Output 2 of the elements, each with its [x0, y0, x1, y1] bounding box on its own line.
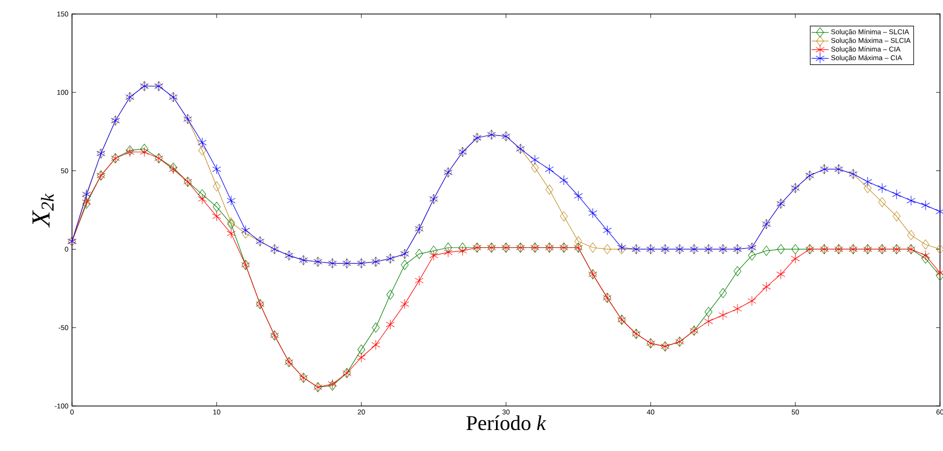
x-axis-title: Período k [466, 415, 546, 430]
y-axis-title: X$_{2k}$ [32, 193, 54, 228]
